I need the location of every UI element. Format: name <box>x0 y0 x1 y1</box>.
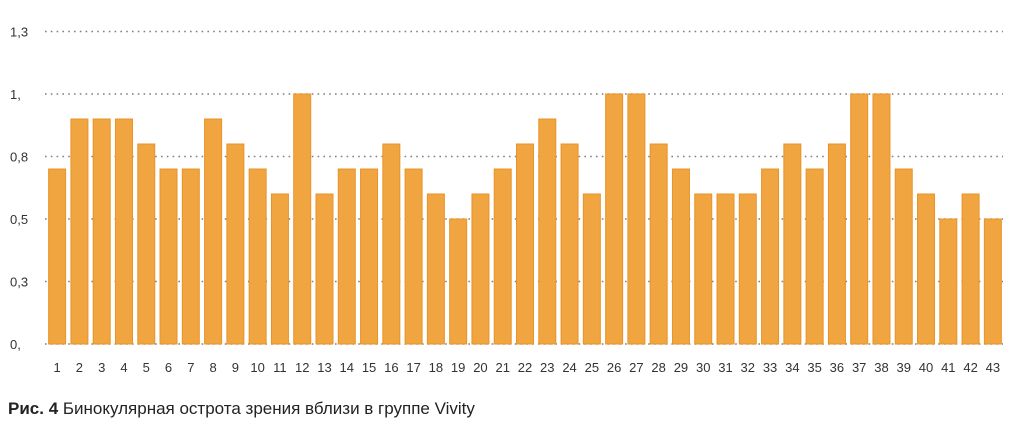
bar-40 <box>917 193 936 345</box>
x-tick-label: 16 <box>384 360 398 375</box>
y-axis-ticks: 0, 0,3 0,5 0,8 1, 1,3 <box>10 25 28 353</box>
x-tick-label: 31 <box>718 360 732 375</box>
bar-29 <box>671 168 690 345</box>
bar-8 <box>204 118 223 345</box>
y-tick-label: 1,3 <box>10 25 28 40</box>
x-tick-label: 23 <box>540 360 554 375</box>
x-tick-label: 4 <box>120 360 127 375</box>
bar-16 <box>382 143 401 345</box>
bar-10 <box>248 168 267 345</box>
x-tick-label: 27 <box>629 360 643 375</box>
bar-32 <box>738 193 757 345</box>
bar-14 <box>337 168 356 345</box>
x-tick-label: 19 <box>451 360 465 375</box>
x-tick-label: 6 <box>165 360 172 375</box>
bar-27 <box>627 93 646 345</box>
x-tick-label: 21 <box>495 360 509 375</box>
x-tick-label: 42 <box>963 360 977 375</box>
x-tick-label: 33 <box>763 360 777 375</box>
caption-lead: Рис. 4 <box>8 399 59 418</box>
bar-43 <box>983 218 1002 345</box>
bar-42 <box>961 193 980 345</box>
y-tick-label: 0,8 <box>10 150 28 165</box>
bar-6 <box>159 168 178 345</box>
x-tick-label: 13 <box>317 360 331 375</box>
x-tick-label: 25 <box>585 360 599 375</box>
bars <box>48 93 1002 345</box>
bar-7 <box>181 168 200 345</box>
x-tick-label: 1 <box>54 360 61 375</box>
bar-13 <box>315 193 334 345</box>
x-tick-label: 20 <box>473 360 487 375</box>
bar-34 <box>783 143 802 345</box>
bar-chart: 0,0,30,50,81,1,3 1 2 3 4 5 6 7 8 9 10 11 12 13 14 15 16… <box>10 25 1003 375</box>
x-tick-label: 39 <box>897 360 911 375</box>
bar-33 <box>761 168 780 345</box>
x-tick-label: 30 <box>696 360 710 375</box>
bar-19 <box>449 218 468 345</box>
y-tick-label: 1, <box>10 87 21 102</box>
x-tick-label: 3 <box>98 360 105 375</box>
x-tick-label: 22 <box>518 360 532 375</box>
bar-11 <box>270 193 289 345</box>
bar-15 <box>360 168 379 345</box>
x-tick-label: 11 <box>273 360 287 375</box>
bar-12 <box>293 93 312 345</box>
bar-22 <box>516 143 534 345</box>
x-tick-label: 43 <box>986 360 1000 375</box>
x-tick-label: 40 <box>919 360 933 375</box>
bar-3 <box>92 118 111 345</box>
bar-30 <box>694 193 713 345</box>
x-tick-label: 32 <box>741 360 755 375</box>
bar-37 <box>850 93 869 345</box>
bar-26 <box>605 93 624 345</box>
x-tick-label: 36 <box>830 360 844 375</box>
bar-39 <box>894 168 913 345</box>
x-tick-label: 2 <box>76 360 83 375</box>
bar-41 <box>939 218 958 345</box>
x-tick-label: 15 <box>362 360 376 375</box>
bar-25 <box>582 193 601 345</box>
bar-4 <box>114 118 133 345</box>
bar-38 <box>872 93 891 345</box>
bar-5 <box>137 143 156 345</box>
bar-21 <box>493 168 512 345</box>
bar-35 <box>805 168 824 345</box>
bar-28 <box>649 143 668 345</box>
x-tick-label: 37 <box>852 360 866 375</box>
bar-20 <box>471 193 490 345</box>
bar-36 <box>827 143 846 345</box>
bar-17 <box>404 168 423 345</box>
x-tick-label: 14 <box>340 360 354 375</box>
bar-1 <box>48 168 67 345</box>
y-tick-label: 0,5 <box>10 212 28 227</box>
bar-31 <box>716 193 735 345</box>
caption-text: Бинокулярная острота зрения вблизи в гру… <box>58 399 475 418</box>
x-axis-ticks: 1 2 3 4 5 6 7 8 9 10 11 12 13 14 15 16 17 18 19 20 21 22 23 24 2… <box>54 360 1001 375</box>
bar-18 <box>426 193 445 345</box>
bar-2 <box>70 118 89 345</box>
x-tick-label: 34 <box>785 360 799 375</box>
bar-23 <box>538 118 557 345</box>
x-tick-label: 18 <box>429 360 443 375</box>
y-tick-label: 0, <box>10 337 21 352</box>
x-tick-label: 12 <box>295 360 309 375</box>
x-tick-label: 7 <box>187 360 194 375</box>
x-tick-label: 29 <box>674 360 688 375</box>
x-tick-label: 9 <box>232 360 239 375</box>
bar-24 <box>560 143 579 345</box>
x-tick-label: 17 <box>406 360 420 375</box>
x-tick-label: 5 <box>143 360 150 375</box>
x-tick-label: 41 <box>941 360 955 375</box>
x-tick-label: 8 <box>209 360 216 375</box>
x-tick-label: 28 <box>651 360 665 375</box>
x-tick-label: 38 <box>874 360 888 375</box>
x-tick-label: 35 <box>807 360 821 375</box>
x-tick-label: 24 <box>562 360 576 375</box>
x-tick-label: 26 <box>607 360 621 375</box>
bar-9 <box>226 143 245 345</box>
y-tick-label: 0,3 <box>10 275 28 290</box>
x-tick-label: 10 <box>250 360 264 375</box>
figure-caption: Рис. 4 Бинокулярная острота зрения вблиз… <box>8 399 475 419</box>
